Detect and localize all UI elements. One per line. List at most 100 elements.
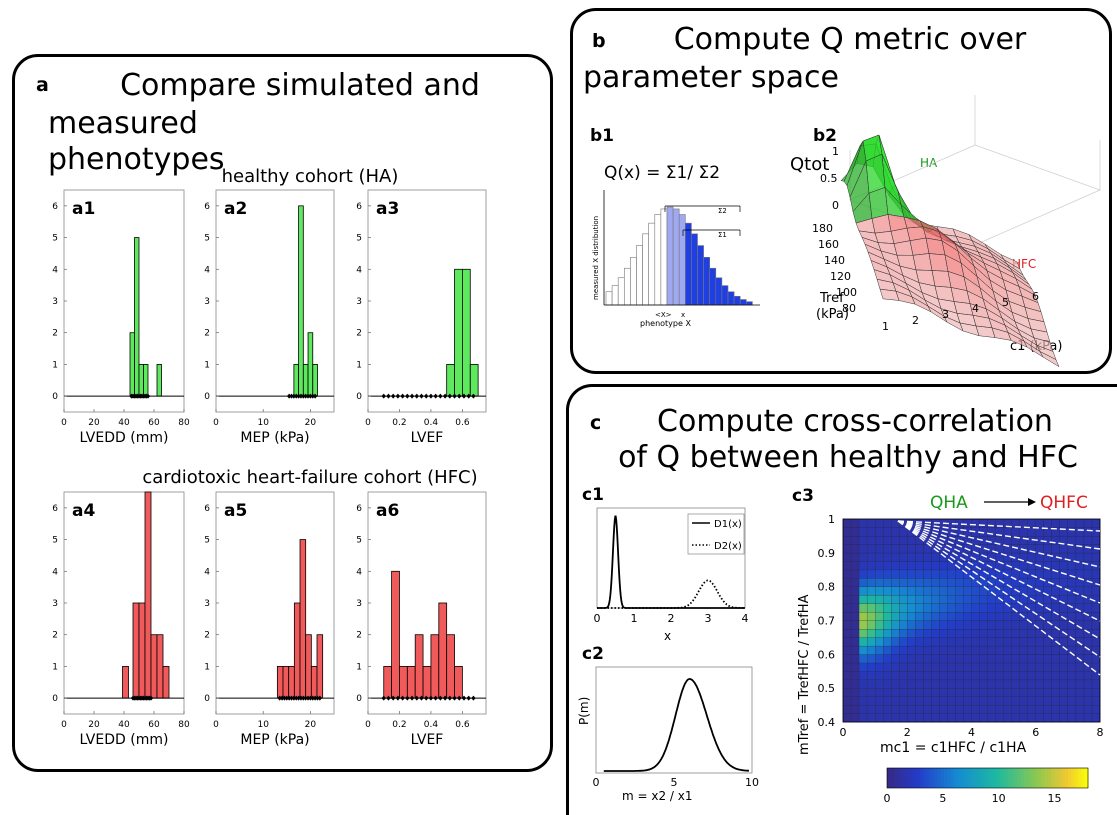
heatmap-cell [891,578,900,587]
heatmap-cell [907,544,916,554]
heatmap-cell [866,696,876,706]
colorbar-segment [970,768,975,788]
heatmap-cell [971,535,980,545]
heatmap-cell [1067,561,1077,571]
heatmap-cell [1043,713,1053,723]
heatmap-cell [1059,671,1069,681]
heatmap-cell [875,611,884,621]
heatmap-cell [971,704,980,714]
heatmap-cell [907,628,916,638]
heatmap-cell [995,654,1004,664]
heatmap-cell [1059,713,1069,723]
heatmap-cell [971,688,980,697]
c2-x-tick-label: 5 [671,776,678,789]
heatmap-cell [850,688,860,697]
heatmap-cell [899,603,908,613]
heatmap-cell [931,578,940,587]
heatmap-cell [979,628,988,638]
heatmap-cell [1027,628,1037,638]
heatmap-cell [866,704,876,714]
heatmap-cell [979,620,988,630]
heatmap-cell [1027,645,1037,655]
heatmap-cell [907,595,916,604]
heatmap-cell [891,544,900,554]
heatmap-cell [1035,518,1045,528]
c3-y-tick-label: 0.7 [818,615,836,628]
heatmap-cell [1035,637,1045,647]
heatmap-cell [1083,552,1093,562]
heatmap-cell [850,713,860,723]
heatmap-cell [907,637,916,647]
heatmap-cell [850,671,860,681]
heatmap-cell [875,637,884,647]
panel-b-title-line1: Compute Q metric over [673,22,1027,57]
heatmap-cell [883,679,892,689]
heatmap-cell [842,713,852,723]
heatmap-cell [1059,518,1069,528]
heatmap-cell [1019,696,1029,706]
heatmap-cell [1091,569,1101,579]
heatmap-cell [923,595,932,604]
heatmap-cell [1035,704,1045,714]
c1-x-tick-label: 0 [594,612,601,625]
heatmap-cell [842,671,852,681]
heatmap-cell [1091,679,1101,689]
heatmap-cell [971,637,980,647]
heatmap-cell [1019,662,1029,672]
heatmap-cell [1067,595,1077,604]
heatmap-cell [1083,518,1093,528]
colorbar-segment [1037,768,1042,788]
colorbar-segment [930,768,935,788]
heatmap-cell [1083,620,1093,630]
c3-x-tick-label: 4 [968,726,975,739]
heatmap-cell [1019,561,1029,571]
heatmap-cell [899,595,908,604]
heatmap-cell [899,704,908,714]
heatmap-cell [1011,671,1021,681]
heatmap-cell [971,645,980,655]
colorbar-segment [1010,768,1015,788]
heatmap-cell [931,662,940,672]
heatmap-cell [1027,671,1037,681]
heatmap-cell [1059,688,1069,697]
colorbar-segment [927,768,932,788]
heatmap-cell [875,662,884,672]
heatmap-cell [875,518,884,528]
heatmap-cell [955,620,964,630]
c3-dashed-line [897,520,1101,604]
heatmap-cell [955,645,964,655]
heatmap-cell [1059,552,1069,562]
heatmap-cell [939,637,948,647]
heatmap-cell [907,569,916,579]
heatmap-cell [915,679,924,689]
heatmap-cell [995,620,1004,630]
heatmap-cell [858,518,868,528]
colorbar-segment [987,768,992,788]
colorbar-segment [933,768,938,788]
heatmap-cell [850,696,860,706]
heatmap-cell [955,679,964,689]
heatmap-cell [842,527,852,537]
colorbar-segment [984,768,988,788]
heatmap-cell [915,645,924,655]
heatmap-cell [907,552,916,562]
heatmap-cell [899,671,908,681]
heatmap-cell [971,595,980,604]
heatmap-cell [947,637,956,647]
colorbar-segment [1021,768,1025,788]
heatmap-cell [1059,637,1069,647]
colorbar-segment [990,768,995,788]
heatmap-cell [963,696,972,706]
b1-formula: Q(x) = Σ1/ Σ2 [604,163,720,183]
c2-series-line [603,678,750,772]
heatmap-cell [1043,595,1053,604]
heatmap-cell [1091,603,1101,613]
heatmap-cell [987,662,996,672]
heatmap-cell [858,713,868,723]
heatmap-cell [1083,535,1093,545]
heatmap-cell [1035,628,1045,638]
heatmap-cell [923,671,932,681]
heatmap-cell [923,704,932,714]
heatmap-cell [866,586,876,596]
